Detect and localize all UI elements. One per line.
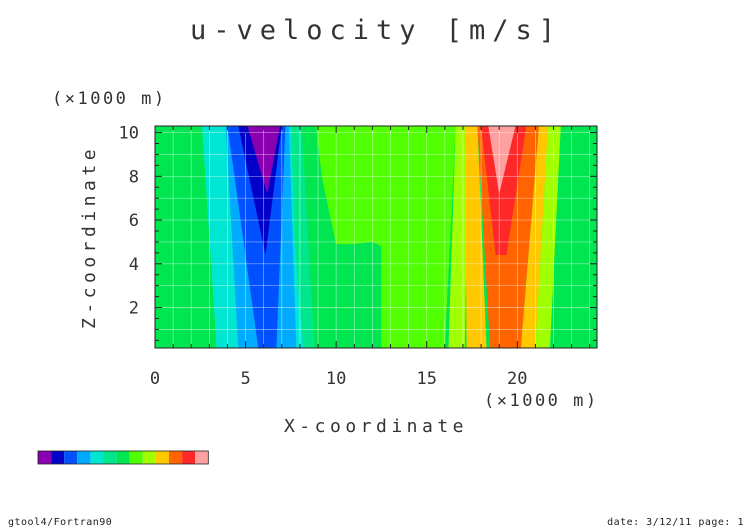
legend-swatch — [64, 451, 78, 464]
contour-region-11 — [488, 126, 516, 194]
y-tick-label: 8 — [129, 167, 139, 187]
legend-swatch — [116, 451, 130, 464]
grid-lines — [155, 126, 597, 348]
y-axis-label: Z-coordinate — [79, 145, 100, 329]
color-legend — [37, 450, 209, 465]
contour-region-10 — [481, 126, 527, 255]
y-tick-label: 6 — [129, 211, 139, 231]
x-tick-label: 15 — [416, 369, 436, 389]
y-tick-label: 4 — [129, 255, 139, 275]
contour-region-5 — [290, 126, 315, 348]
y-tick-label: 2 — [129, 299, 139, 319]
chart-title: u-velocity [m/s] — [190, 15, 562, 46]
contour-region-13 — [535, 126, 561, 348]
legend-swatch — [169, 451, 183, 464]
legend-swatch — [195, 451, 209, 464]
x-tick-label: 0 — [150, 369, 160, 389]
contour-region-6 — [316, 126, 456, 348]
tick-marks — [154, 126, 597, 348]
legend-swatch — [51, 451, 65, 464]
x-axis-label: X-coordinate — [284, 416, 468, 437]
legend-swatch — [129, 451, 143, 464]
footer-date: date: 3/12/11 page: 1 — [607, 517, 744, 528]
legend-swatch — [38, 451, 52, 464]
legend-swatch — [103, 451, 117, 464]
y-unit-label: (×1000 m) — [52, 89, 167, 109]
legend-frame — [37, 450, 209, 465]
contour-region-7 — [448, 126, 469, 348]
legend-swatch — [155, 451, 169, 464]
contour-region-12 — [520, 126, 549, 348]
x-tick-label: 5 — [240, 369, 250, 389]
legend-swatch — [77, 451, 91, 464]
legend-swatch — [142, 451, 156, 464]
footer-source: gtool4/Fortran90 — [8, 517, 113, 528]
legend-swatch — [182, 451, 196, 464]
x-unit-label: (×1000 m) — [484, 391, 599, 411]
plot-frame — [154, 125, 598, 349]
x-tick-label: 20 — [507, 369, 527, 389]
y-tick-label: 10 — [119, 124, 139, 144]
plot-area: 0 5 10 15 20 2 4 6 8 10 — [119, 124, 598, 389]
legend-swatch — [90, 451, 104, 464]
x-tick-label: 10 — [326, 369, 346, 389]
